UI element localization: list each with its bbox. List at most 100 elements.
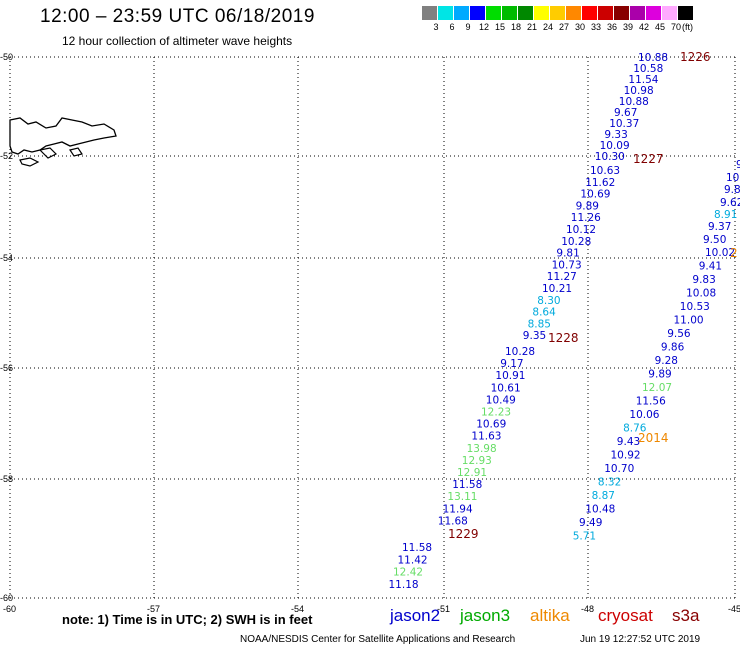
wave-reading: 9.62 xyxy=(720,197,740,209)
wave-reading: 8.87 xyxy=(592,490,615,502)
wave-reading: 13.11 xyxy=(447,491,477,503)
wave-reading: 9.17 xyxy=(500,358,523,370)
wave-reading: 10.28 xyxy=(505,346,535,358)
wave-reading: 8.76 xyxy=(623,423,647,435)
wave-reading: 12.42 xyxy=(393,567,423,579)
wave-reading: 9.83 xyxy=(692,274,715,286)
scale-label: 9 xyxy=(465,22,471,32)
wave-reading: 8.32 xyxy=(598,477,621,489)
lat-label: -52 xyxy=(0,151,13,161)
pass-label-1226: 1226 xyxy=(680,50,711,64)
lon-label: -54 xyxy=(291,604,304,614)
page-title: 12:00 – 23:59 UTC 06/18/2019 xyxy=(40,6,315,27)
scale-swatch xyxy=(630,6,646,20)
wave-reading: 9.86 xyxy=(661,342,685,354)
wave-reading: 10.88 xyxy=(638,52,668,64)
lon-label: -60 xyxy=(3,604,16,614)
wave-reading: 11.26 xyxy=(571,212,601,224)
scale-label: 3 xyxy=(433,22,439,32)
wave-reading: 10.58 xyxy=(633,63,663,75)
wave-reading: 12.07 xyxy=(642,382,672,394)
scale-swatch xyxy=(470,6,486,20)
legend-cryosat: cryosat xyxy=(598,606,653,625)
wave-reading: 9.43 xyxy=(617,436,640,448)
scale-label: 30 xyxy=(575,22,586,32)
wave-reading: 9.8 xyxy=(724,184,740,196)
wave-reading: 11.18 xyxy=(389,579,419,591)
lon-label: -51 xyxy=(437,604,450,614)
wave-reading: 10.30 xyxy=(595,151,625,163)
wave-reading: 10.63 xyxy=(590,165,620,177)
wave-reading: 9.50 xyxy=(703,234,726,246)
island-outline xyxy=(19,147,83,167)
wave-reading: 8.85 xyxy=(528,318,551,330)
scale-label: 12 xyxy=(479,22,490,32)
scale-label: 24 xyxy=(543,22,554,32)
scale-swatch xyxy=(646,6,662,20)
pass-label-1229: 1229 xyxy=(448,527,479,541)
wave-reading: 9.81 xyxy=(556,248,579,260)
wave-reading: 10.06 xyxy=(629,409,659,421)
lat-label: -58 xyxy=(0,474,13,484)
scale-swatch xyxy=(454,6,470,20)
wave-reading: 9.49 xyxy=(579,517,602,529)
color-scale-labels: 3 6 9 12 15 18 21 24 27 30 33 36 39 42 45 70 (ft) xyxy=(422,22,722,36)
pass-label-1228: 1228 xyxy=(548,331,579,345)
scale-label: 36 xyxy=(607,22,618,32)
wave-reading: 10.09 xyxy=(600,140,630,152)
lat-label: -50 xyxy=(0,52,13,62)
footer-source: NOAA/NESDIS Center for Satellite Applica… xyxy=(240,634,516,645)
legend-s3a: s3a xyxy=(672,606,700,625)
scale-swatch xyxy=(486,6,502,20)
wave-reading: 10.08 xyxy=(686,288,716,300)
island-outline xyxy=(9,117,117,155)
scale-swatch xyxy=(662,6,678,20)
footer-note: note: 1) Time is in UTC; 2) SWH is in fe… xyxy=(62,612,313,627)
wave-reading: 9.33 xyxy=(604,129,627,141)
scale-swatch xyxy=(614,6,630,20)
scale-label: 27 xyxy=(559,22,570,32)
wave-reading: 8.30 xyxy=(537,295,560,307)
wave-reading: 11.62 xyxy=(585,177,615,189)
wave-reading: 11.58 xyxy=(402,542,432,554)
wave-reading: 8.91 xyxy=(714,209,737,221)
wave-reading: 11.68 xyxy=(438,515,468,527)
wave-reading: 10.91 xyxy=(495,370,525,382)
scale-swatch xyxy=(598,6,614,20)
wave-reading: 10.92 xyxy=(611,450,641,462)
wave-reading: 5.71 xyxy=(573,531,596,543)
wave-reading: 12.93 xyxy=(462,455,492,467)
lat-label: -60 xyxy=(0,593,13,603)
scale-swatch xyxy=(438,6,454,20)
scale-label: (ft) xyxy=(682,22,693,32)
wave-reading: 9.41 xyxy=(699,261,722,273)
wave-reading: 11.58 xyxy=(452,479,482,491)
scale-swatch xyxy=(582,6,598,20)
legend-jason3: jason3 xyxy=(460,606,511,625)
legend-jason2: jason2 xyxy=(390,606,441,625)
scale-label: 39 xyxy=(623,22,634,32)
scale-label: 21 xyxy=(527,22,538,32)
scale-swatch xyxy=(566,6,582,20)
lon-label: -45 xyxy=(728,604,740,614)
page-subtitle: 12 hour collection of altimeter wave hei… xyxy=(62,34,293,48)
wave-reading: 10.48 xyxy=(585,504,615,516)
wave-reading: 10.21 xyxy=(542,283,572,295)
scale-label: 70 xyxy=(671,22,682,32)
wave-reading: 10.49 xyxy=(486,394,516,406)
scale-label: 42 xyxy=(639,22,650,32)
wave-reading: 10.73 xyxy=(552,259,582,271)
scale-label: 45 xyxy=(655,22,666,32)
wave-reading: 10.69 xyxy=(580,189,610,201)
lon-label: -48 xyxy=(581,604,594,614)
wave-reading: 11.42 xyxy=(398,554,428,566)
wave-reading: 9.67 xyxy=(614,107,637,119)
wave-reading: 11.63 xyxy=(471,431,501,443)
wave-reading: 9.37 xyxy=(708,221,731,233)
wave-reading: 9 xyxy=(736,159,740,171)
scale-swatch xyxy=(550,6,566,20)
wave-reading: 13.98 xyxy=(467,443,497,455)
wave-reading: 10.98 xyxy=(624,85,654,97)
wave-reading: 2 xyxy=(730,246,738,260)
